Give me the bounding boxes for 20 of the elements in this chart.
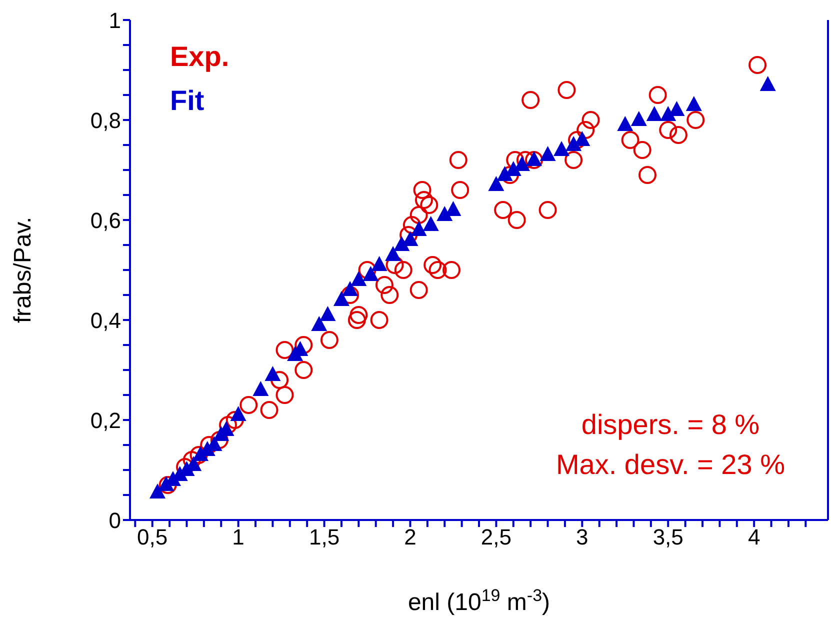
x-tick-label: 4 bbox=[748, 524, 760, 550]
y-tick-label: 0,4 bbox=[90, 308, 121, 333]
annotation: dispers. = 8 % bbox=[580, 408, 761, 442]
x-tick-label: 1 bbox=[232, 524, 244, 550]
x-tick-label: 0,5 bbox=[137, 524, 168, 550]
x-tick-label: 2 bbox=[404, 524, 416, 550]
x-tick-label: 3,5 bbox=[652, 524, 684, 550]
x-axis-title: enl (10$^{19}$ m$^{-3}$) bbox=[408, 586, 550, 616]
x-tick-label: 1,5 bbox=[308, 524, 340, 550]
annotation: Max. desv. = 23 % bbox=[556, 448, 785, 482]
y-tick-label: 0,6 bbox=[90, 208, 121, 233]
x-tick-label: 3 bbox=[576, 524, 588, 550]
y-tick-label: 0,2 bbox=[90, 408, 121, 433]
y-tick-label: 0 bbox=[108, 508, 121, 533]
x-tick-label: 2,5 bbox=[480, 524, 512, 550]
y-tick-label: 1 bbox=[108, 8, 121, 33]
y-tick-label: 0,8 bbox=[90, 108, 121, 133]
y-axis-title: frabs/Pav. bbox=[10, 216, 37, 324]
text: Fit bbox=[170, 84, 206, 118]
text: Exp. bbox=[170, 40, 230, 74]
